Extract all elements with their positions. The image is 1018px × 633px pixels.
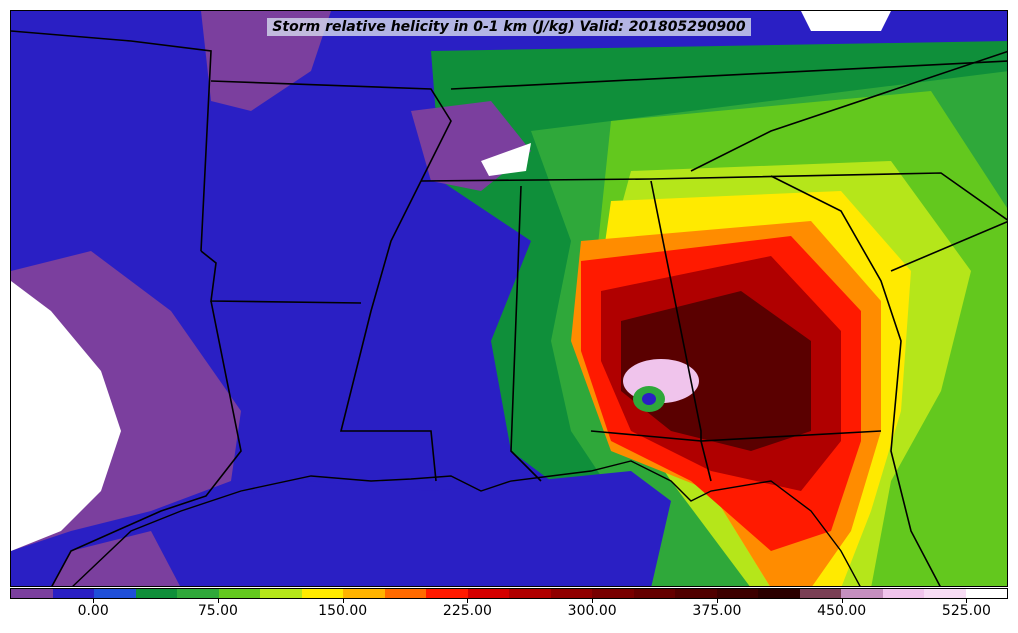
colorbar-tick-label: 375.00 — [692, 603, 742, 619]
colorbar-segment — [841, 589, 883, 598]
colorbar-segment — [882, 589, 924, 598]
colorbar-segment — [965, 589, 1007, 598]
state-boundaries — [11, 30, 1007, 586]
helicity-contour-map — [11, 11, 1007, 586]
colorbar-segment — [52, 589, 94, 598]
storm-eye — [642, 393, 656, 405]
colorbar-segment — [218, 589, 260, 598]
map-panel — [10, 10, 1008, 587]
colorbar-tick — [93, 599, 95, 603]
colorbar-tick-label: 525.00 — [941, 603, 991, 619]
colorbar-tick-label: 150.00 — [318, 603, 368, 619]
colorbar-segment — [716, 589, 758, 598]
colorbar-tick-label: 0.00 — [77, 603, 109, 619]
colorbar-segment — [426, 589, 468, 598]
colorbar-segment — [675, 589, 717, 598]
colorbar-segment — [467, 589, 509, 598]
colorbar-tick-label: 450.00 — [817, 603, 867, 619]
colorbar-tick — [716, 599, 718, 603]
coastline — [72, 460, 861, 586]
gulf-water — [111, 471, 671, 586]
colorbar-tick — [841, 599, 843, 603]
colorbar-segment — [799, 589, 841, 598]
colorbar-segment — [592, 589, 634, 598]
gulf-purple — [52, 531, 180, 586]
colorbar-segment — [924, 589, 966, 598]
colorbar-tick — [342, 599, 344, 603]
colorbar-segment — [633, 589, 675, 598]
colorbar-tick — [467, 599, 469, 603]
colorbar-tick-label: 225.00 — [442, 603, 492, 619]
colorbar-segment — [301, 589, 343, 598]
field-white-mid — [481, 143, 531, 176]
field-white-ne — [801, 11, 891, 31]
colorbar — [10, 588, 1008, 599]
colorbar-ticks: 0.00 75.00 150.00 225.00 300.00 375.00 450.00 5… — [10, 599, 1008, 629]
colorbar-segment — [509, 589, 551, 598]
colorbar-tick — [592, 599, 594, 603]
colorbar-segment — [758, 589, 800, 598]
colorbar-segment — [384, 589, 426, 598]
field-purple-north — [201, 11, 331, 111]
colorbar-tick-label: 300.00 — [567, 603, 617, 619]
colorbar-segment — [177, 589, 219, 598]
colorbar-tick — [966, 599, 968, 603]
colorbar-segment — [94, 589, 136, 598]
colorbar-segment — [550, 589, 592, 598]
field-white-west — [11, 281, 121, 551]
colorbar-segment — [343, 589, 385, 598]
colorbar-segment — [260, 589, 302, 598]
colorbar-segment — [11, 589, 53, 598]
colorbar-tick-label: 75.00 — [197, 603, 238, 619]
colorbar-tick — [217, 599, 219, 603]
field-maroon — [621, 291, 811, 451]
colorbar-segment — [135, 589, 177, 598]
